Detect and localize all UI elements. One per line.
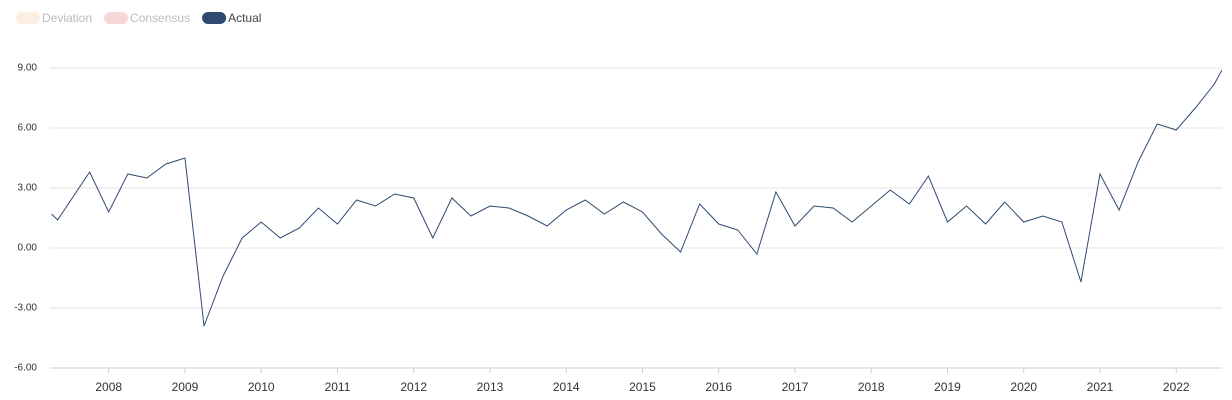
data-line xyxy=(51,69,1222,327)
x-tick-label: 2016 xyxy=(705,380,732,394)
x-tick-label: 2019 xyxy=(934,380,961,394)
x-tick-label: 2018 xyxy=(858,380,885,394)
x-tick-label: 2014 xyxy=(553,380,580,394)
x-tick-label: 2020 xyxy=(1010,380,1037,394)
x-tick-label: 2012 xyxy=(400,380,427,394)
legend-swatch[interactable] xyxy=(104,12,129,24)
x-tick-label: 2010 xyxy=(248,380,275,394)
y-tick-label: -3.00 xyxy=(14,303,37,314)
x-tick-label: 2011 xyxy=(325,380,351,394)
x-tick-label: 2015 xyxy=(629,380,656,394)
x-tick-label: 2017 xyxy=(782,380,809,394)
y-tick-label: 0.00 xyxy=(18,243,38,254)
x-tick-label: 2022 xyxy=(1163,380,1190,394)
legend-swatch[interactable] xyxy=(202,12,227,24)
y-tick-label: -6.00 xyxy=(14,363,37,374)
legend-swatch[interactable] xyxy=(16,12,40,24)
legend-label[interactable]: Deviation xyxy=(42,11,92,25)
legend-label[interactable]: Actual xyxy=(228,11,261,25)
legend-label[interactable]: Consensus xyxy=(130,11,190,25)
y-tick-label: 3.00 xyxy=(18,183,38,194)
x-tick-label: 2013 xyxy=(477,380,504,394)
x-tick-label: 2009 xyxy=(172,380,199,394)
x-tick-label: 2021 xyxy=(1087,380,1114,394)
y-tick-label: 9.00 xyxy=(18,63,38,74)
x-tick-label: 2008 xyxy=(95,380,122,394)
y-tick-label: 6.00 xyxy=(18,123,38,134)
